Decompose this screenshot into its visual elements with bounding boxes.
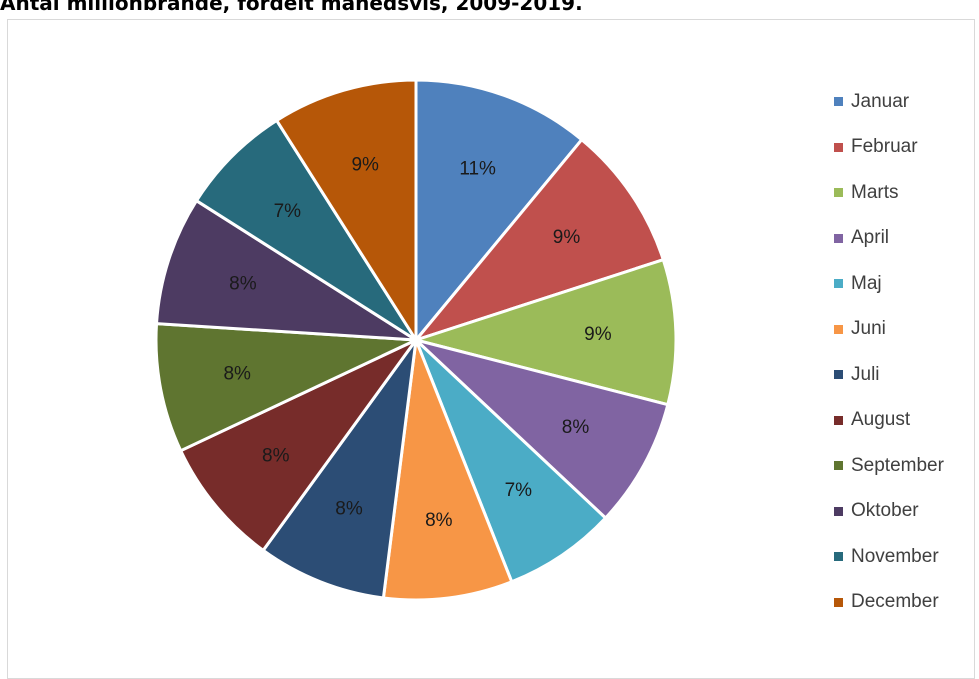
data-label-juni: 8% [425,510,453,531]
data-label-oktober: 8% [229,273,257,294]
legend-label: December [851,591,939,613]
legend-swatch [834,552,843,562]
chart-title: Antal millionbrande, fordelt månedsvis, … [0,0,583,15]
legend-label: Januar [851,90,910,112]
legend-item-september: September [834,443,944,489]
legend-item-juli: Juli [834,352,944,398]
legend-swatch [834,506,843,516]
legend-swatch [834,370,843,380]
legend-swatch [834,324,843,334]
pie-slice-august [179,338,418,552]
pie-slice-september [154,322,418,453]
legend-label: Oktober [851,500,919,522]
data-label-august: 8% [262,446,290,467]
legend-item-maj: Maj [834,261,944,307]
legend-swatch [834,597,843,607]
legend-item-oktober: Oktober [834,489,944,535]
legend-label: September [851,454,944,476]
legend-swatch [834,461,843,471]
legend-item-december: December [834,580,944,626]
pie-slice-januar [414,78,584,342]
legend-swatch [834,97,843,107]
data-label-april: 8% [562,417,590,438]
data-label-december: 9% [351,155,379,176]
legend-item-august: August [834,398,944,444]
legend: Januar Februar Marts April Maj Juni Juli August… [834,79,944,625]
legend-swatch [834,188,843,198]
data-label-februar: 9% [553,227,581,248]
pie-slice-juni [381,338,514,602]
legend-item-januar: Januar [834,79,944,125]
legend-item-marts: Marts [834,170,944,216]
legend-swatch [834,279,843,289]
data-label-januar: 11% [459,158,496,179]
legend-label: April [851,227,890,249]
legend-item-april: April [834,216,944,262]
legend-item-november: November [834,534,944,580]
pie-slice-maj [414,338,608,584]
legend-label: Maj [851,272,882,294]
legend-item-juni: Juni [834,307,944,353]
pie-slice-oktober [155,199,418,342]
data-label-marts: 9% [584,324,612,345]
data-label-september: 8% [223,364,251,385]
data-label-maj: 7% [505,480,533,501]
pie-slice-november [194,118,418,342]
pie-slice-juli [261,338,418,600]
legend-label: Februar [851,136,918,158]
pie-slice-marts [414,258,678,407]
data-label-november: 7% [274,201,302,222]
pie-slice-december [275,78,418,342]
legend-label: Marts [851,181,899,203]
legend-swatch [834,415,843,425]
legend-swatch [834,233,843,243]
legend-label: Juli [851,363,880,385]
legend-label: Juni [851,318,886,340]
legend-swatch [834,142,843,152]
legend-label: November [851,545,939,567]
data-label-juli: 8% [335,499,363,520]
legend-label: August [851,409,911,431]
legend-item-februar: Februar [834,125,944,171]
pie-slice-februar [414,138,665,342]
pie-slice-april [414,338,670,520]
